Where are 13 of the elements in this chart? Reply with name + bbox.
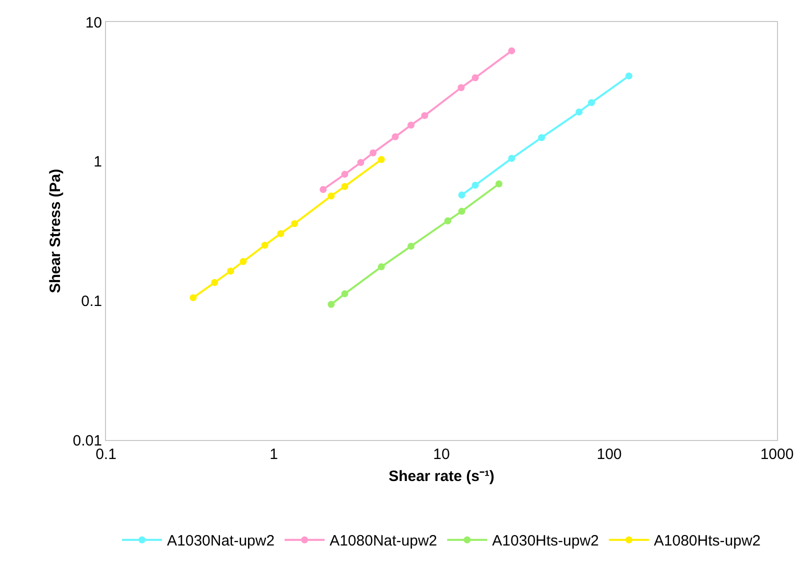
x-axis-title: Shear rate (s⁻¹) [388,468,494,485]
y-axis-title: Shear Stress (Pa) [47,168,64,294]
y-tick-label: 1 [94,154,102,171]
legend-label: A1030Hts-upw2 [492,532,599,550]
x-tick-label: 1 [270,446,278,463]
legend-label: A1080Nat-upw2 [330,532,438,550]
y-tick-label: 0.1 [81,292,102,310]
legend-label: A1030Nat-upw2 [167,532,275,550]
x-tick-label: 1000 [760,446,794,463]
x-tick-label: 10 [433,446,450,463]
x-tick-label: 100 [596,446,622,463]
legend-label: A1080Hts-upw2 [654,532,761,550]
y-tick-label: 10 [85,14,102,32]
